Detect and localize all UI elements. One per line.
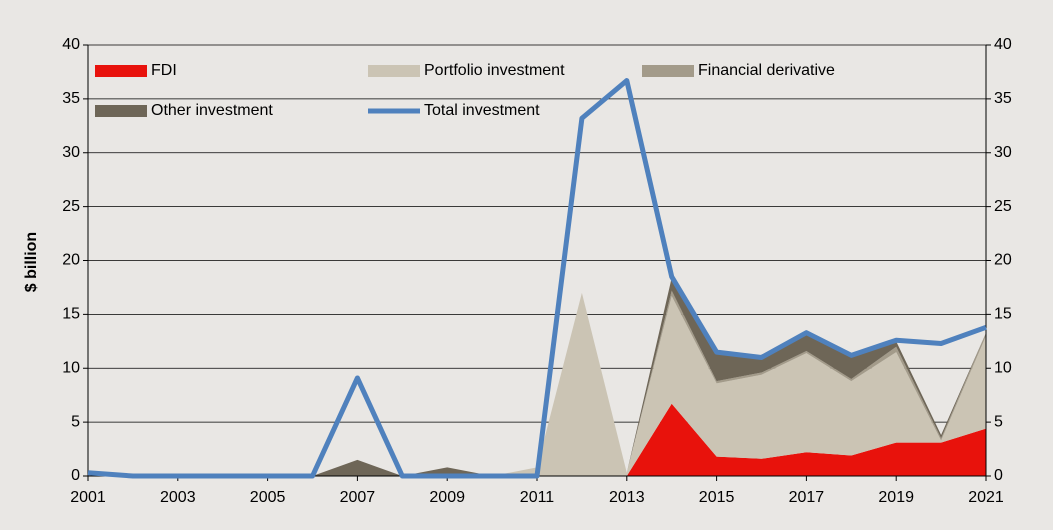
area	[88, 292, 986, 476]
legend-swatch	[95, 105, 147, 117]
legend-label: FDI	[151, 62, 177, 79]
y2-tick-label: 5	[994, 413, 1003, 430]
y-tick-label: 40	[62, 36, 80, 53]
y-axis-label: $ billion	[23, 232, 40, 292]
x-tick-label: 2005	[250, 489, 286, 506]
y-tick-label: 25	[62, 198, 80, 215]
y-tick-label: 0	[71, 467, 80, 484]
legend-label: Financial derivative	[698, 62, 835, 79]
y2-tick-label: 0	[994, 467, 1003, 484]
x-tick-label: 2007	[340, 489, 376, 506]
y2-tick-label: 25	[994, 198, 1012, 215]
y2-tick-label: 15	[994, 306, 1012, 323]
legend-swatch	[95, 65, 147, 77]
x-tick-label: 2003	[160, 489, 196, 506]
x-tick-label: 2001	[70, 489, 106, 506]
x-tick-label: 2009	[429, 489, 465, 506]
y2-tick-label: 10	[994, 359, 1012, 376]
y-tick-label: 10	[62, 359, 80, 376]
y2-tick-label: 20	[994, 252, 1012, 269]
legend-label: Total investment	[424, 102, 540, 119]
legend-label: Portfolio investment	[424, 62, 565, 79]
x-tick-label: 2011	[520, 489, 555, 506]
x-tick-label: 2017	[789, 489, 825, 506]
y2-tick-label: 40	[994, 36, 1012, 53]
y-tick-label: 20	[62, 252, 80, 269]
legend-swatch	[368, 65, 420, 77]
x-tick-label: 2015	[699, 489, 735, 506]
line	[87, 78, 987, 479]
y-tick-label: 15	[62, 306, 80, 323]
y2-tick-label: 35	[994, 90, 1012, 107]
y2-tick-label: 30	[994, 144, 1012, 161]
legend-label: Other investment	[151, 102, 273, 119]
y-tick-label: 35	[62, 90, 80, 107]
x-tick-label: 2021	[968, 489, 1004, 506]
legend-swatch	[642, 65, 694, 77]
x-tick-label: 2019	[878, 489, 914, 506]
y-tick-label: 5	[71, 413, 80, 430]
area	[88, 403, 986, 476]
x-tick-label: 2013	[609, 489, 645, 506]
y-tick-label: 30	[62, 144, 80, 161]
